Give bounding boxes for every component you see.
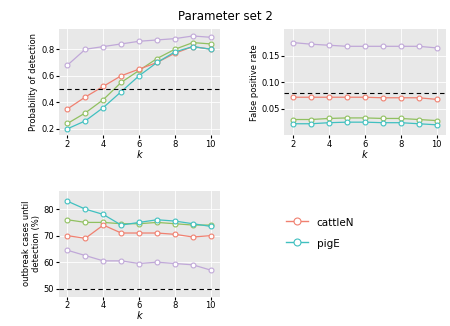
X-axis label: k: k — [136, 150, 142, 160]
Legend: cattleN, pigE: cattleN, pigE — [281, 212, 359, 254]
X-axis label: k: k — [136, 311, 142, 321]
X-axis label: k: k — [362, 150, 368, 160]
Text: Parameter set 2: Parameter set 2 — [178, 10, 272, 23]
Y-axis label: False positive rate: False positive rate — [250, 44, 259, 121]
Y-axis label: outbreak cases until
detection (%): outbreak cases until detection (%) — [22, 201, 41, 286]
Y-axis label: Probability of detection: Probability of detection — [29, 33, 38, 131]
